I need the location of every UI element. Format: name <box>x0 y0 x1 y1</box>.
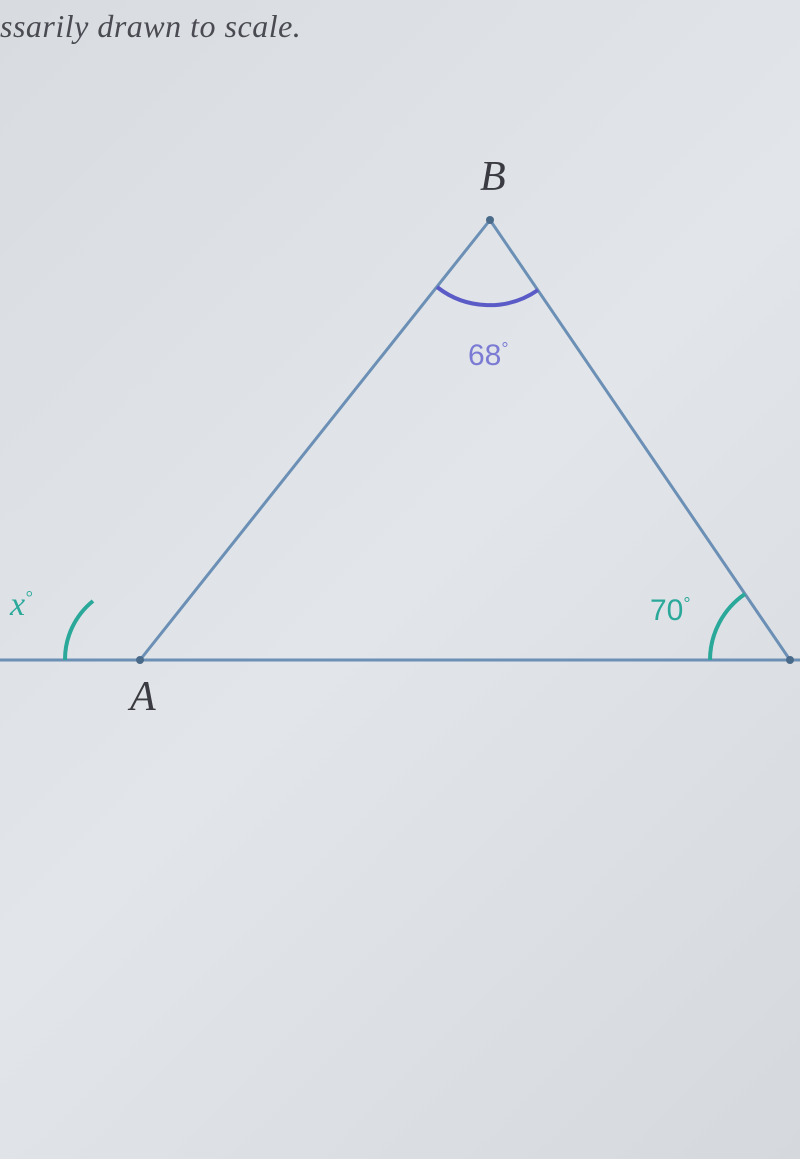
triangle-diagram: A B 68° 70° x° <box>0 120 800 820</box>
page-title-fragment: ssarily drawn to scale. <box>0 8 301 45</box>
angle-b-value: 68° <box>468 339 509 372</box>
angle-b-arc <box>437 287 538 305</box>
angle-c-value: 70° <box>650 594 691 627</box>
triangle-svg: A B 68° 70° x° <box>0 120 800 820</box>
vertex-b-point <box>486 216 494 224</box>
vertex-b-label: B <box>480 154 506 200</box>
vertex-a-label: A <box>127 674 156 720</box>
angle-x-arc <box>65 601 93 660</box>
angle-c-arc <box>710 594 745 660</box>
angle-x-value: x° <box>9 586 32 623</box>
vertex-a-point <box>136 656 144 664</box>
vertex-c-point <box>786 656 794 664</box>
side-ab <box>140 220 490 660</box>
